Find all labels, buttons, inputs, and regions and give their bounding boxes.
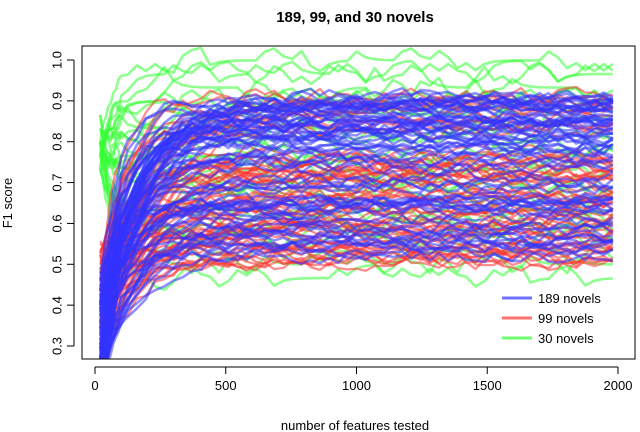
y-tick-label: 0.9 (49, 92, 64, 110)
y-tick-label: 1.0 (49, 51, 64, 69)
series-line-189-novels (100, 236, 614, 359)
x-tick-label: 1500 (473, 378, 502, 393)
series-line-189-novels (99, 114, 613, 359)
series-line-30-novels (100, 59, 614, 144)
legend-label: 189 novels (538, 291, 601, 306)
series-line-189-novels (98, 94, 614, 345)
y-tick-label: 0.7 (49, 174, 64, 192)
series-line-30-novels (98, 59, 613, 170)
legend-label: 99 novels (538, 311, 594, 326)
legend-label: 30 novels (538, 331, 594, 346)
series-line-189-novels (103, 226, 613, 359)
y-tick-label: 0.3 (49, 337, 64, 355)
series-line-189-novels (98, 199, 614, 358)
y-axis: 0.3 0.4 0.5 0.6 0.7 0.8 0.9 1.0 (49, 51, 75, 355)
legend: 189 novels 99 novels 30 novels (502, 291, 601, 346)
y-tick-label: 0.5 (49, 255, 64, 273)
series-line-189-novels (102, 203, 614, 359)
y-axis-label: F1 score (0, 178, 15, 229)
series-line-189-novels (100, 114, 613, 359)
chart-title: 189, 99, and 30 novels (276, 9, 434, 26)
series-line-189-novels (99, 238, 613, 299)
y-tick-label: 0.4 (49, 296, 64, 314)
series-line-189-novels (106, 193, 613, 359)
x-tick-label: 0 (91, 378, 98, 393)
series-lines (98, 46, 614, 359)
series-line-189-novels (101, 158, 614, 359)
y-tick-label: 0.8 (49, 133, 64, 151)
series-line-189-novels (107, 222, 614, 359)
series-line-189-novels (98, 124, 614, 306)
plot-frame (81, 45, 636, 360)
series-line-189-novels (101, 220, 614, 359)
series-line-99-novels (99, 254, 614, 272)
x-tick-label: 500 (215, 378, 237, 393)
x-axis-label: number of features tested (281, 418, 429, 432)
x-tick-label: 2000 (604, 378, 633, 393)
x-axis: 0 500 1000 1500 2000 (91, 366, 633, 393)
series-line-189-novels (99, 250, 613, 351)
series-line-189-novels (102, 119, 613, 359)
y-tick-label: 0.6 (49, 214, 64, 232)
x-tick-label: 1000 (342, 378, 371, 393)
